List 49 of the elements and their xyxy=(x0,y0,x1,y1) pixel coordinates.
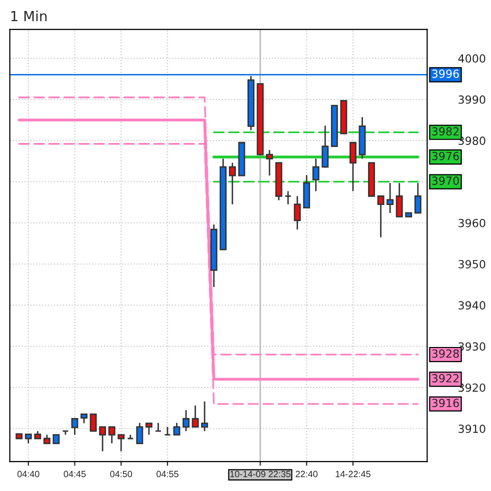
data-label: 3916 xyxy=(432,398,459,408)
candlestick xyxy=(201,400,208,432)
y-tick-label: 3980 xyxy=(458,136,486,145)
candlestick xyxy=(377,195,384,238)
candlestick xyxy=(24,434,32,444)
y-tick-label: 3940 xyxy=(458,301,486,310)
chart-title: 1 Min xyxy=(11,10,47,22)
candlestick xyxy=(90,414,97,432)
candlestick xyxy=(108,426,116,444)
x-tick-label: 22:40 xyxy=(296,470,318,478)
x-tick-label: 10-14-09 22:35 xyxy=(230,470,290,478)
candlestick xyxy=(322,125,329,168)
candlestick xyxy=(414,182,422,214)
candlestick xyxy=(136,422,144,444)
y-tick-label: 3950 xyxy=(458,260,486,268)
candlestick xyxy=(294,195,301,230)
candlestick xyxy=(386,182,394,214)
candlestick xyxy=(71,418,78,436)
candlestick xyxy=(80,414,88,424)
candlestick xyxy=(145,422,152,436)
candlestick xyxy=(118,434,125,452)
y-tick-label: 3930 xyxy=(458,342,486,351)
y-tick-label: 3990 xyxy=(458,95,486,104)
candlestick xyxy=(349,142,356,192)
ref-line-label: 3996 xyxy=(432,70,459,78)
y-tick-label: 4000 xyxy=(458,54,486,63)
data-label: 3976 xyxy=(432,152,459,160)
x-tick-label: 04:45 xyxy=(64,470,86,478)
y-tick-label: 3920 xyxy=(458,383,486,392)
x-tick-label: 04:40 xyxy=(17,470,40,478)
data-label: 3922 xyxy=(432,374,459,382)
x-tick-label: 04:55 xyxy=(156,470,178,478)
y-tick-label: 3960 xyxy=(458,218,486,228)
data-label: 3928 xyxy=(432,349,459,358)
candlestick xyxy=(312,158,320,192)
candlestick xyxy=(182,409,190,432)
candlestick xyxy=(284,190,292,206)
candlestick xyxy=(266,149,273,176)
x-tick-label: 14-22:45 xyxy=(336,470,370,478)
y-tick-label: 3910 xyxy=(458,424,486,433)
candlestick xyxy=(173,422,180,436)
candlestick xyxy=(228,162,236,206)
candlestick xyxy=(154,422,162,432)
x-tick-label: 04:50 xyxy=(110,470,132,478)
candlestick xyxy=(192,404,199,428)
candlestick xyxy=(99,426,106,452)
data-label: 3970 xyxy=(432,176,459,185)
candlestick xyxy=(396,182,403,218)
data-label: 3982 xyxy=(432,127,459,136)
